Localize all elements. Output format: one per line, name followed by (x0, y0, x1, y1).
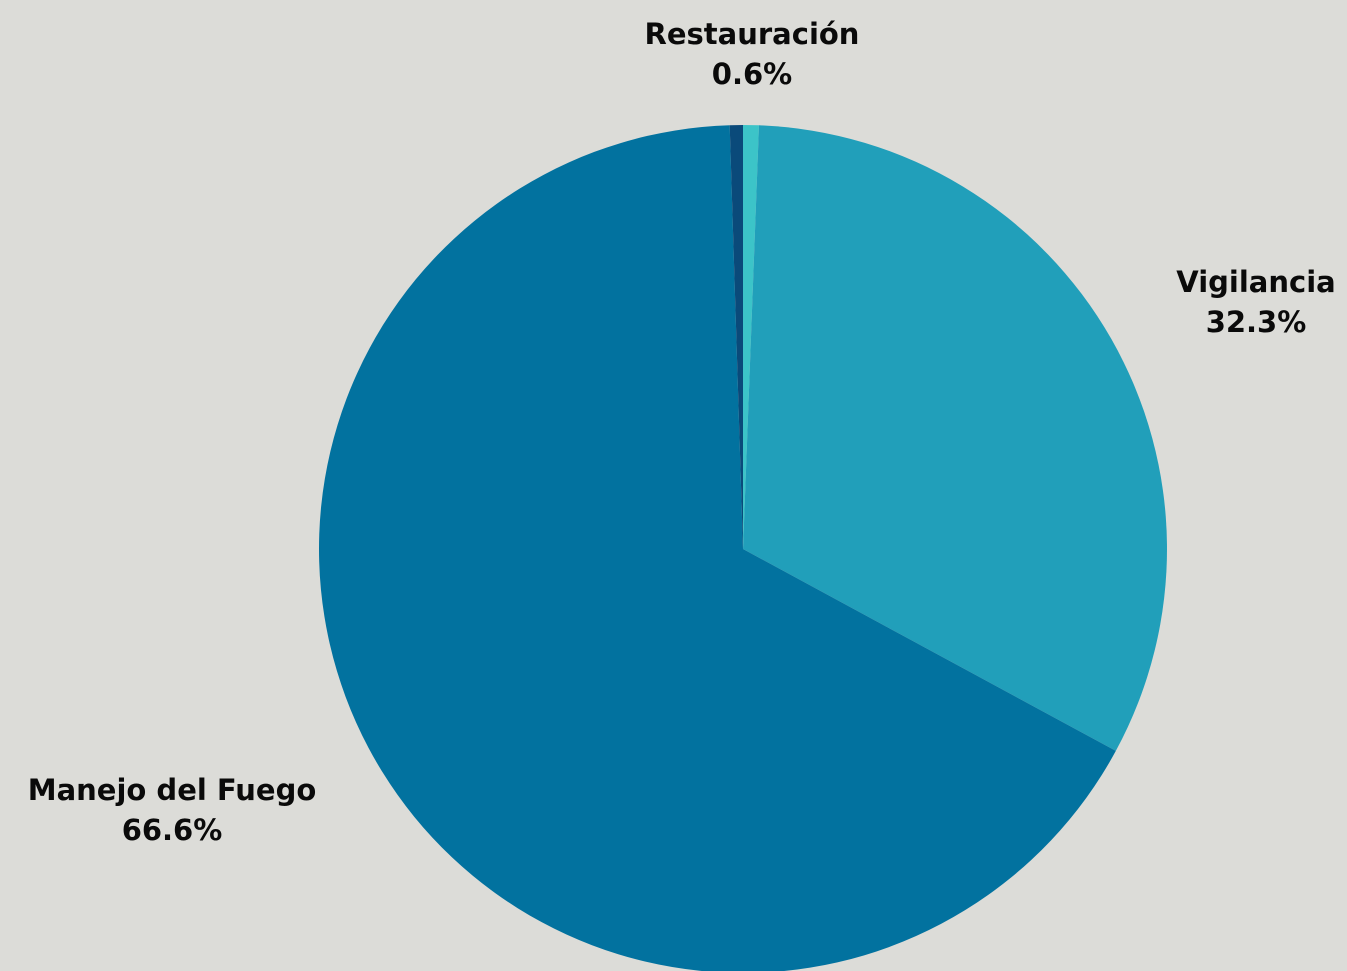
slice-value-manejo-del-fuego: 66.6% (121, 813, 223, 847)
slice-name-restauracion: Restauración (644, 17, 860, 51)
slice-label-vigilancia: Vigilancia 32.3% (1176, 262, 1335, 342)
pie-slice-vigilancia (743, 125, 1167, 751)
slice-label-restauracion: Restauración 0.6% (645, 14, 860, 94)
pie-slice-restauracion (743, 125, 759, 549)
slice-name-manejo-del-fuego: Manejo del Fuego (27, 773, 317, 807)
slice-value-restauracion: 0.6% (711, 57, 793, 91)
slice-label-manejo-del-fuego: Manejo del Fuego 66.6% (28, 770, 317, 850)
slice-name-vigilancia: Vigilancia (1176, 265, 1336, 299)
pie-slice-unlabeled (729, 125, 743, 549)
slice-value-vigilancia: 32.3% (1205, 305, 1307, 339)
pie-slice-manejo-del-fuego (319, 125, 1116, 971)
